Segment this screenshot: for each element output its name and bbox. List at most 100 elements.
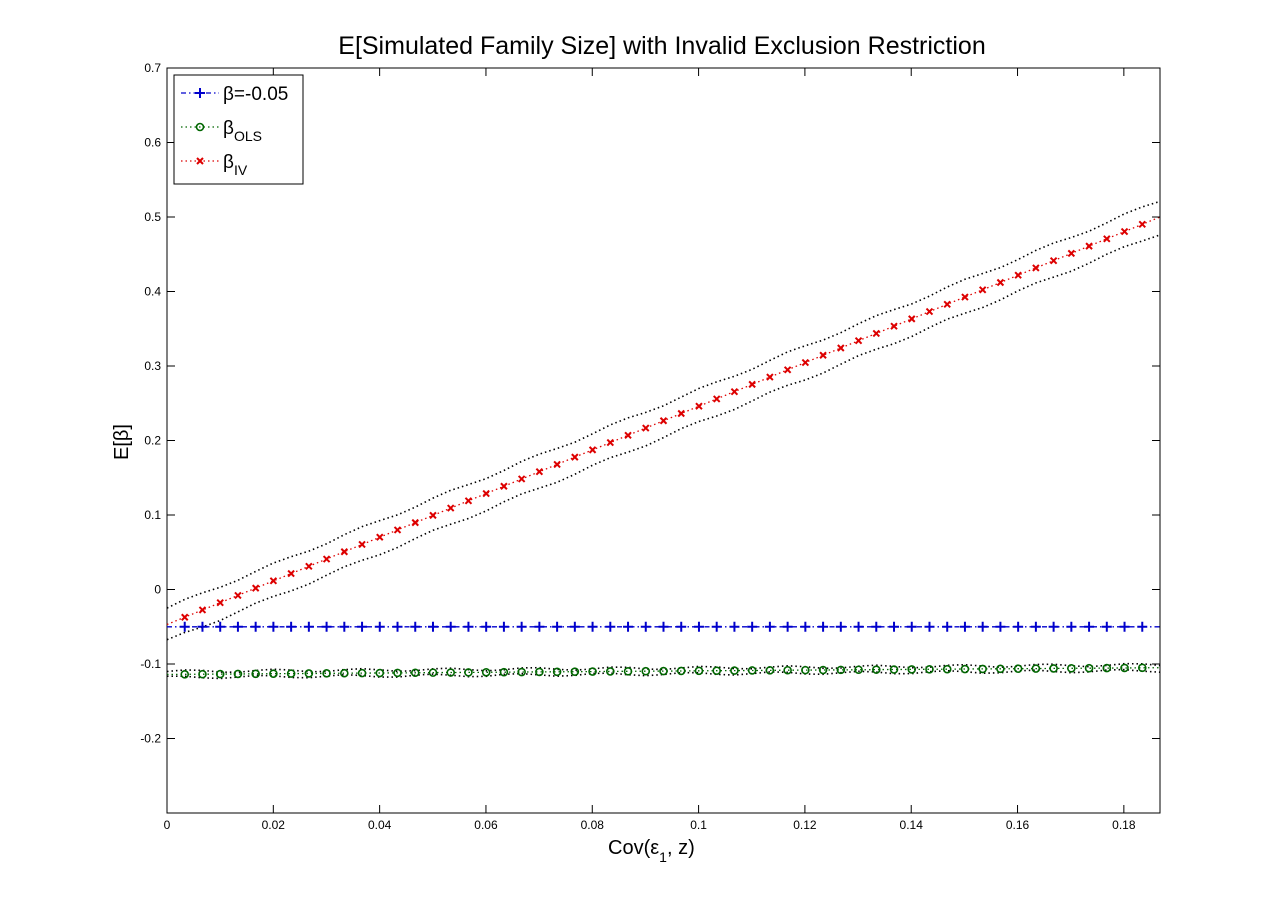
series-1-point-19 <box>499 667 509 677</box>
series-2-point-16 <box>447 504 455 512</box>
series-0-point-9 <box>321 621 332 632</box>
x-tick-label-5: 0.1 <box>690 818 707 832</box>
legend: β=-0.05 βOLS βIV <box>173 74 304 185</box>
series-0-point-23 <box>569 621 580 632</box>
series-0-point-4 <box>232 621 243 632</box>
series-2-point-10 <box>340 548 349 556</box>
series-1-point-18 <box>481 667 491 677</box>
series-0-point-1 <box>179 621 190 632</box>
series-2-point-12 <box>376 533 384 541</box>
x-tick-label-2: 0.04 <box>368 818 392 832</box>
x-tick-label-0: 0 <box>164 818 171 832</box>
series-1-point-54 <box>1120 663 1129 673</box>
series-1-point-13 <box>393 668 402 678</box>
series-0-point-22 <box>552 621 563 632</box>
series-1-point-26 <box>623 667 633 676</box>
series-0-point-50 <box>1048 621 1059 632</box>
series-1-point-35 <box>783 665 792 675</box>
series-0-point-40 <box>871 621 882 632</box>
series-0-point-30 <box>693 621 704 632</box>
series-2-point-51 <box>1067 249 1076 258</box>
series-2-point-40 <box>872 329 880 338</box>
series-2-point-21 <box>535 467 544 476</box>
chart-title: E[Simulated Family Size] with Invalid Ex… <box>338 32 985 60</box>
series-0-point-31 <box>711 621 722 632</box>
series-0-point-25 <box>605 621 616 632</box>
series-0-point-20 <box>516 621 527 632</box>
series-0-point-13 <box>392 621 403 632</box>
series-0-point-47 <box>995 621 1006 632</box>
series-0-point-33 <box>747 621 758 632</box>
series-2-point-3 <box>216 598 224 607</box>
series-1-point-49 <box>1031 664 1041 673</box>
series-1-point-29 <box>676 666 686 676</box>
x-tick-label-7: 0.14 <box>900 818 924 832</box>
series-1-point-27 <box>641 666 651 676</box>
series-0-point-41 <box>889 621 900 632</box>
series-2-point-45 <box>961 293 969 301</box>
x-tick-label-3: 0.06 <box>474 818 498 832</box>
series-0-point-18 <box>481 621 492 632</box>
series-1-point-7 <box>286 669 296 678</box>
series-1-point-36 <box>801 665 810 675</box>
series-0-point-24 <box>587 621 598 632</box>
axes-box <box>166 67 1161 814</box>
series-1-point-14 <box>410 668 420 678</box>
series-1-point-34 <box>765 666 775 675</box>
series-0-point-6 <box>268 621 279 632</box>
series-2-point-6 <box>269 577 278 585</box>
series-1-point-25 <box>606 667 615 676</box>
series-1-point-21 <box>535 667 544 677</box>
series-1-point-24 <box>588 667 597 676</box>
series-2-point-17 <box>464 497 473 505</box>
series-2-point-44 <box>943 300 951 309</box>
series-2-point-50 <box>1049 256 1058 265</box>
series-2-point-54 <box>1120 227 1129 236</box>
y-tick-label-5: 0.3 <box>144 359 161 373</box>
series-0-point-7 <box>286 621 297 632</box>
series-1-point-31 <box>712 666 721 676</box>
series-1-point-45 <box>960 664 970 674</box>
y-tick-label-8: 0.6 <box>144 136 161 150</box>
series-2-point-14 <box>411 518 419 527</box>
y-tick-label-3: 0.1 <box>144 508 161 522</box>
series-1-point-16 <box>446 668 456 677</box>
series-2-point-18 <box>482 489 490 498</box>
series-0-point-39 <box>853 621 864 632</box>
series-2-point-35 <box>783 366 792 374</box>
series-1-point-39 <box>854 665 863 675</box>
legend-marker-0 <box>195 88 205 98</box>
y-tick-label-9: 0.7 <box>144 61 161 75</box>
series-1-point-46 <box>978 664 987 674</box>
series-2-point-2 <box>198 606 207 614</box>
series-2-point-28 <box>659 417 668 425</box>
y-axis-label: E[β] <box>111 424 133 460</box>
series-0-point-34 <box>764 621 775 632</box>
series-1-point-15 <box>428 668 438 677</box>
series-2-point-47 <box>996 278 1005 287</box>
series-1-point-55 <box>1137 663 1147 673</box>
series-0-point-5 <box>250 621 261 632</box>
series-0-point-53 <box>1101 621 1112 632</box>
series-2-point-27 <box>642 424 650 432</box>
series-2-point-8 <box>305 562 313 571</box>
series-1-point-42 <box>907 665 917 674</box>
x-tick-label-9: 0.18 <box>1112 818 1136 832</box>
series-1-point-10 <box>340 668 349 678</box>
series-0-point-11 <box>357 621 368 632</box>
series-2-point-32 <box>730 387 739 396</box>
series-2-point-15 <box>429 511 437 520</box>
series-2-point-43 <box>925 307 934 316</box>
axis-ticks: 0 0.02 0.04 0.06 0.08 0.1 0.12 0.14 0.16 0.18 -0.2… <box>140 61 1160 832</box>
series-0-point-46 <box>977 621 988 632</box>
series-0-point-38 <box>835 621 846 632</box>
series-1-point-47 <box>996 664 1005 674</box>
series-2-point-41 <box>890 322 898 330</box>
series-1-point-37 <box>818 665 828 675</box>
series-1-point-3 <box>215 669 225 679</box>
series-0-point-2 <box>197 621 208 632</box>
series-2-point-52 <box>1085 242 1093 250</box>
series-2-point-11 <box>358 540 366 549</box>
series-2-point-48 <box>1014 271 1022 279</box>
